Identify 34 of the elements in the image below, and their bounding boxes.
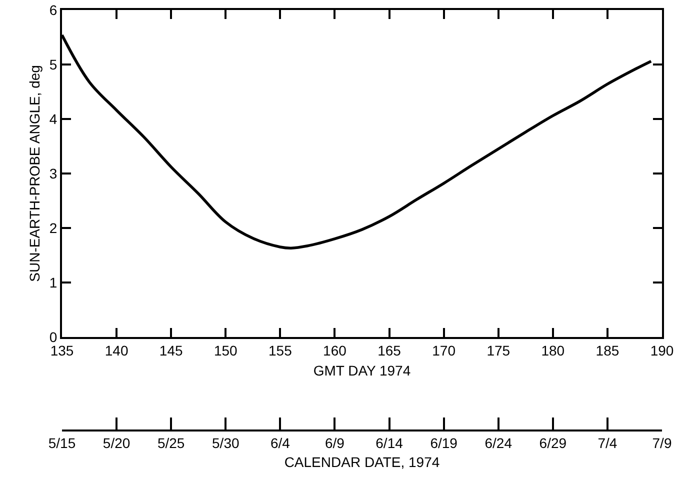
x-tick-label: 145: [159, 342, 183, 359]
x-tick-label: 175: [486, 342, 510, 359]
x-tick-label: 150: [214, 342, 238, 359]
x-tick-label: 135: [50, 342, 74, 359]
x-tick-label: 140: [104, 342, 128, 359]
x2-axis-title: CALENDAR DATE, 1974: [284, 454, 440, 470]
y-tick-label: 0: [49, 328, 58, 345]
x2-tick-label: 5/25: [157, 435, 185, 452]
x2-tick-label: 5/20: [102, 435, 130, 452]
x2-tick-label: 5/30: [212, 435, 240, 452]
y-tick-label: 2: [49, 220, 58, 236]
x-tick-label: 180: [541, 342, 565, 359]
x-tick-label: 185: [596, 342, 620, 359]
x2-tick-label: 6/29: [539, 435, 567, 452]
x2-tick-label: 6/19: [430, 435, 458, 452]
x-axis-title: GMT DAY 1974: [313, 362, 411, 378]
x2-tick-label: 6/14: [376, 435, 404, 452]
y-tick-label: 1: [49, 274, 58, 290]
x2-tick-label: 6/4: [270, 435, 290, 452]
x-tick-label: 165: [378, 342, 402, 359]
y-tick-label: 6: [49, 2, 58, 18]
x-tick-label: 190: [650, 342, 674, 359]
x2-tick-label: 6/24: [484, 435, 512, 452]
x2-tick-label: 7/9: [652, 435, 672, 452]
y-tick-label: 5: [49, 56, 58, 72]
y-tick-label: 3: [49, 165, 58, 182]
x-tick-label: 170: [432, 342, 456, 359]
y-axis-title: SUN-EARTH-PROBE ANGLE, deg: [26, 65, 43, 282]
x-tick-label: 160: [323, 342, 347, 359]
x-tick-label: 155: [268, 342, 292, 359]
x2-tick-label: 7/4: [598, 435, 618, 452]
y-tick-label: 4: [49, 110, 58, 127]
x2-tick-label: 5/15: [48, 435, 76, 452]
x2-tick-label: 6/9: [324, 435, 345, 452]
